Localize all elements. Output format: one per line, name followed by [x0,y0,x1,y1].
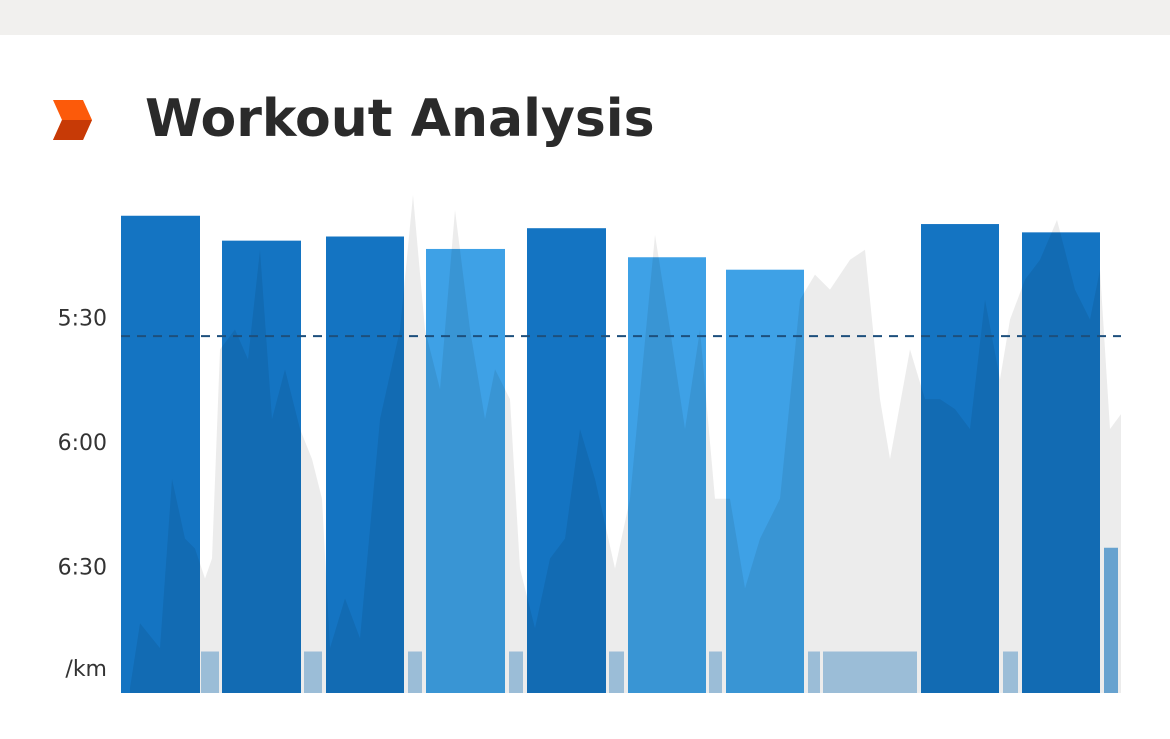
logo-shade [53,120,92,140]
bar [304,651,322,693]
bar [527,228,606,693]
bar [121,215,200,693]
bar [823,651,917,693]
bar [921,224,999,694]
bar [201,651,219,693]
top-bar [0,0,1170,35]
y-tick-label: 6:00 [58,431,107,456]
y-unit-label: /km [65,657,107,682]
bar [426,248,505,693]
bar [1022,232,1100,693]
bar [1104,547,1118,693]
y-tick-label: 5:30 [58,307,107,332]
bar [326,236,404,693]
bar [628,257,706,693]
bar [808,651,820,693]
bar [408,651,422,693]
bar [509,651,523,693]
bar [222,240,301,693]
chart-title: Workout Analysis [145,89,655,149]
bar [609,651,624,693]
y-tick-label: 6:30 [58,556,107,581]
profile-area [130,195,1121,693]
bar [709,651,722,693]
bar [726,269,804,693]
bar [1003,651,1018,693]
